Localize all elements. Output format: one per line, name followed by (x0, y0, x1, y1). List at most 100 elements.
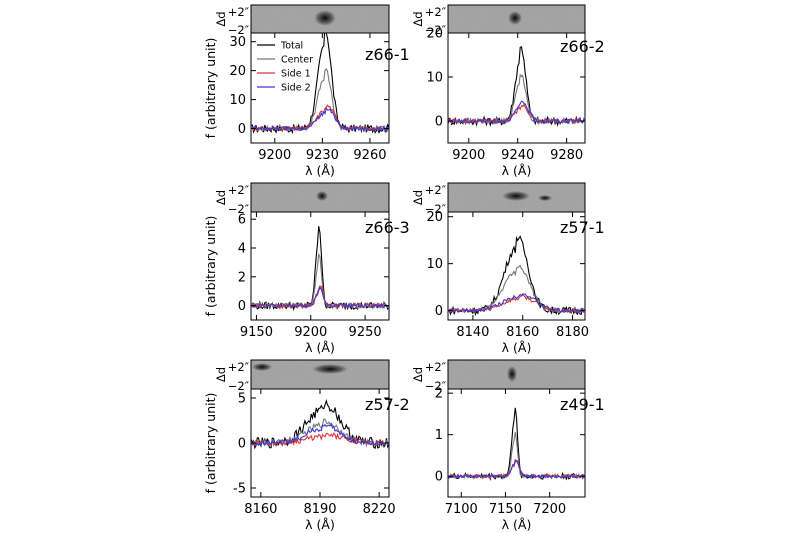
y-tick-label: 0 (435, 304, 443, 319)
series-line-side-2 (251, 285, 389, 309)
y-tick-label: 2 (435, 387, 443, 402)
y-tick-label: 5 (238, 392, 246, 407)
panel-title: z66-1 (365, 45, 410, 64)
x-tick-label: 9230 (306, 148, 339, 163)
x-tick-label: 9280 (550, 148, 583, 163)
y-tick-label: 10 (426, 71, 443, 86)
x-tick-label: 9200 (258, 148, 291, 163)
strip-label-delta-d: Δd (411, 367, 425, 382)
x-tick-label: 8160 (244, 502, 277, 517)
y-tick-label: 0 (238, 299, 246, 314)
source-blob (508, 11, 522, 25)
series-line-side-2 (448, 458, 585, 480)
panel-z49-1: Δd +2″ −2″ 7100 7150 7200 0 1 2 z49-1 λ (Å) (411, 359, 605, 532)
series-line-total (448, 235, 585, 317)
series-line-side-1 (251, 432, 389, 448)
y-tick-label: 30 (229, 35, 246, 50)
x-tick-label: 8190 (303, 502, 336, 517)
plot-frame (447, 388, 586, 498)
series-line-side-1 (448, 103, 585, 125)
y-tick-label: 10 (426, 257, 443, 272)
strip-label-minus: −2″ (228, 23, 250, 37)
series-line-side-2 (251, 423, 389, 447)
series-line-total (448, 407, 585, 481)
y-tick-label: 1 (435, 428, 443, 443)
series-line-center (448, 73, 585, 126)
y-tick-label: 0 (435, 115, 443, 130)
y-tick-label: 2 (238, 270, 246, 285)
panel-title: z49-1 (560, 395, 605, 414)
panel-z57-2: Δd +2″ −2″ 8160 8190 8220 -5 0 5 z57-2 λ (Å) f (arb… (203, 359, 410, 532)
legend-entry: Side 2 (281, 83, 311, 94)
x-tick-label: 8160 (506, 325, 539, 340)
source-blob (502, 191, 530, 201)
x-tick-label: 7150 (489, 502, 522, 517)
strip-label-delta-d: Δd (214, 190, 228, 205)
x-tick-label: 8180 (556, 325, 589, 340)
x-axis-label: λ (Å) (305, 163, 335, 178)
panel-z66-3: Δd +2″ −2″ 9150 9200 9250 0 2 4 6 z66-3 λ (Å) f (arb… (203, 182, 410, 355)
strip-label-delta-d: Δd (214, 367, 228, 382)
series-line-side-2 (448, 100, 585, 125)
strip-label-minus: −2″ (425, 379, 447, 393)
legend-entry: Total (280, 41, 303, 52)
strip-label-delta-d: Δd (411, 11, 425, 26)
y-tick-label: 4 (238, 242, 246, 257)
x-tick-label: 9200 (294, 325, 327, 340)
y-axis-label: f (arbitrary unit) (203, 38, 218, 139)
panel-z66-2: Δd +2″ −2″ 9200 9240 9280 0 10 20 z66-2 λ (Å) (411, 4, 605, 178)
series-line-side-2 (251, 106, 389, 133)
series-line-side-1 (448, 460, 585, 479)
strip-label-plus: +2″ (425, 5, 447, 19)
y-tick-label: 0 (238, 437, 246, 452)
plot-frame (250, 211, 390, 321)
strip-label-minus: −2″ (228, 379, 250, 393)
source-blob (314, 10, 336, 26)
series-line-center (448, 431, 585, 481)
panel-title: z57-2 (365, 395, 410, 414)
x-tick-label: 9240 (501, 148, 534, 163)
legend-entry: Side 1 (281, 69, 311, 80)
x-axis-label: λ (Å) (502, 340, 532, 355)
source-blob (538, 195, 552, 201)
strip-noise (251, 360, 389, 389)
x-tick-label: 7200 (533, 502, 566, 517)
strip-label-plus: +2″ (228, 183, 250, 197)
y-tick-label: 6 (238, 213, 246, 228)
y-tick-label: 20 (426, 210, 443, 225)
strip-label-plus: +2″ (425, 183, 447, 197)
strip-label-delta-d: Δd (214, 11, 228, 26)
plot-frame (447, 32, 586, 144)
panel-title: z57-1 (560, 218, 605, 237)
x-tick-label: 9200 (452, 148, 485, 163)
x-tick-label: 8220 (363, 502, 396, 517)
strip-label-plus: +2″ (425, 360, 447, 374)
strip-label-plus: +2″ (228, 360, 250, 374)
y-axis-label: f (arbitrary unit) (203, 393, 218, 494)
panel-z57-1: Δd +2″ −2″ 8140 8160 8180 0 10 20 z57-1 λ (Å) (411, 182, 605, 355)
plot-frame (250, 32, 390, 144)
strip-label-delta-d: Δd (411, 190, 425, 205)
series-line-side-1 (251, 285, 389, 309)
strip-label-minus: −2″ (425, 202, 447, 216)
x-axis-label: λ (Å) (502, 163, 532, 178)
panel-title: z66-3 (365, 218, 410, 237)
x-axis-label: λ (Å) (502, 517, 532, 532)
y-tick-label: 20 (426, 27, 443, 42)
series-line-center (251, 418, 389, 448)
panel-title: z66-2 (560, 37, 605, 56)
x-tick-label: 7100 (445, 502, 478, 517)
legend: Total Center Side 1 Side 2 (257, 41, 313, 94)
y-tick-label: -5 (233, 482, 246, 497)
source-blob (252, 363, 272, 371)
strip-label-plus: +2″ (228, 5, 250, 19)
x-axis-label: λ (Å) (305, 340, 335, 355)
x-tick-label: 9260 (353, 148, 386, 163)
source-blob (507, 366, 517, 382)
series-line-center (251, 252, 389, 310)
y-tick-label: 0 (435, 470, 443, 485)
source-blob (312, 364, 348, 374)
y-tick-label: 10 (229, 93, 246, 108)
series-line-center (448, 264, 585, 314)
